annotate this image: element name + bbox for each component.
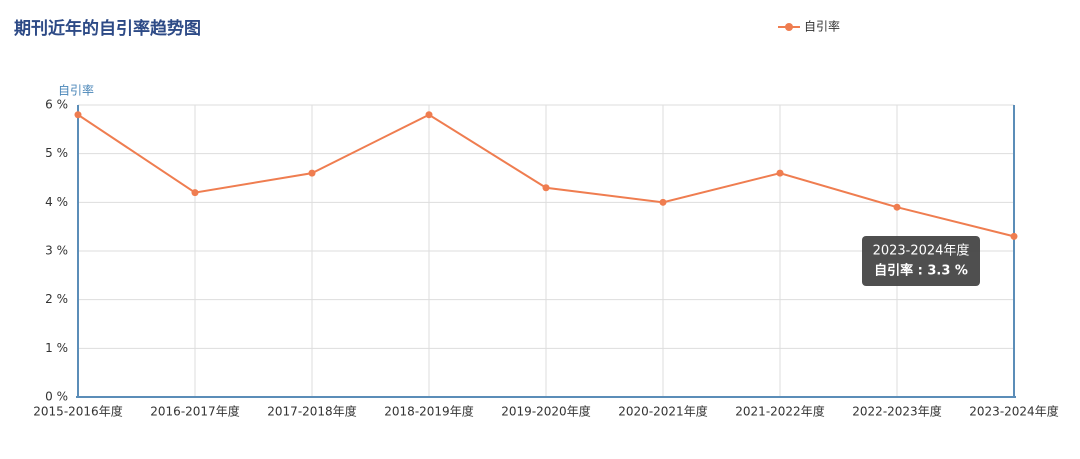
x-tick-label: 2015-2016年度 (33, 404, 122, 419)
data-point (893, 203, 901, 211)
legend-label: 自引率 (804, 19, 840, 34)
y-tick-label: 4 % (45, 195, 68, 209)
data-point (308, 169, 316, 177)
y-tick-label: 1 % (45, 341, 68, 355)
data-point (425, 111, 433, 119)
x-tick-label: 2017-2018年度 (267, 404, 356, 419)
x-tick-label: 2023-2024年度 (969, 404, 1058, 419)
y-tick-label: 2 % (45, 292, 68, 306)
data-point (1010, 232, 1018, 240)
y-axis-label: 自引率 (58, 83, 94, 98)
tooltip-text: 自引率 : 3.3 % (874, 263, 968, 279)
x-tick-label: 2018-2019年度 (384, 404, 473, 419)
legend-marker (785, 23, 793, 31)
chart-title: 期刊近年的自引率趋势图 (14, 18, 201, 39)
data-point (191, 189, 199, 197)
x-tick-label: 2020-2021年度 (618, 404, 707, 419)
data-point (74, 111, 82, 119)
y-tick-label: 3 % (45, 244, 68, 258)
y-tick-label: 6 % (45, 98, 68, 112)
tooltip-box (862, 236, 980, 286)
x-tick-label: 2016-2017年度 (150, 404, 239, 419)
x-tick-label: 2019-2020年度 (501, 404, 590, 419)
x-tick-label: 2021-2022年度 (735, 404, 824, 419)
data-point (776, 169, 784, 177)
data-point (542, 184, 550, 192)
y-tick-label: 0 % (45, 390, 68, 404)
y-tick-label: 5 % (45, 146, 68, 160)
tooltip-title: 2023-2024年度 (873, 243, 970, 259)
data-point (659, 198, 667, 206)
x-tick-label: 2022-2023年度 (852, 404, 941, 419)
